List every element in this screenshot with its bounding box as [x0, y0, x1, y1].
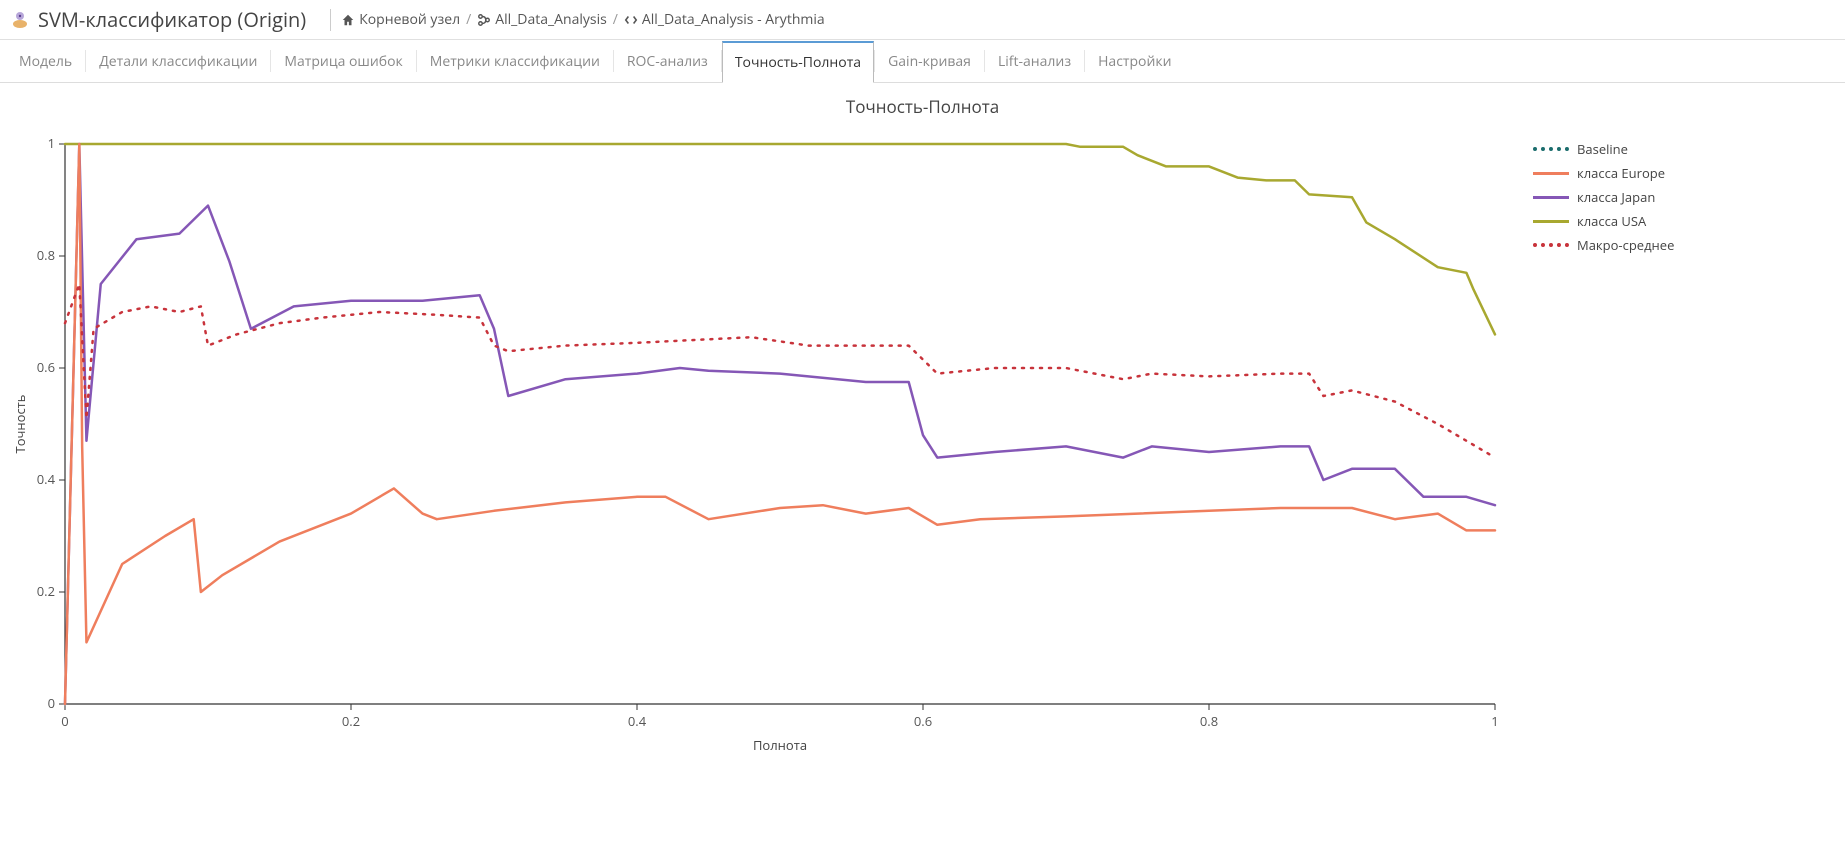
legend-swatch: [1533, 196, 1569, 199]
tab-lift-анализ[interactable]: Lift-анализ: [985, 41, 1084, 83]
chart-title: Точность-Полнота: [10, 95, 1835, 118]
code-icon: [624, 13, 638, 27]
breadcrumb: Корневой узел / All_Data_Analysis / All_…: [341, 10, 825, 29]
legend-item[interactable]: класса USA: [1533, 212, 1674, 230]
tab-модель[interactable]: Модель: [6, 41, 85, 83]
precision-recall-chart: 0 0.2 0.4 0.6 0.8 1 0 0.2 0.4 0.6 0.8 1 Полнота Точно…: [10, 124, 1515, 764]
svg-text:Полнота: Полнота: [753, 736, 807, 754]
legend-item[interactable]: Baseline: [1533, 140, 1674, 158]
tab-gain-кривая[interactable]: Gain-кривая: [875, 41, 984, 83]
chart-panel: Точность-Полнота 0 0.2 0.4 0.6 0.8 1 0 0.2 0.4 0.…: [0, 83, 1845, 774]
chart-legend: Baseline класса Europe класса Japan класса …: [1515, 124, 1674, 260]
legend-swatch: [1533, 243, 1569, 247]
header-divider: [330, 9, 331, 31]
breadcrumb-current[interactable]: All_Data_Analysis - Arythmia: [624, 10, 825, 29]
legend-swatch: [1533, 172, 1569, 175]
header-bar: SVM-классификатор (Origin) Корневой узел…: [0, 0, 1845, 40]
legend-label: класса USA: [1577, 212, 1646, 230]
legend-item[interactable]: Макро-среднее: [1533, 236, 1674, 254]
svg-text:1: 1: [1491, 712, 1498, 730]
tab-roc-анализ[interactable]: ROC-анализ: [614, 41, 721, 83]
svg-text:1: 1: [48, 134, 55, 152]
svg-text:0.4: 0.4: [628, 712, 647, 730]
series-класса-Europe: [65, 144, 1495, 704]
legend-item[interactable]: класса Japan: [1533, 188, 1674, 206]
svg-text:0.8: 0.8: [37, 246, 55, 264]
tab-bar: МодельДетали классификацииМатрица ошибок…: [0, 40, 1845, 83]
legend-label: Макро-среднее: [1577, 236, 1674, 254]
branch-icon: [477, 13, 491, 27]
breadcrumb-label: Корневой узел: [359, 10, 460, 29]
app-icon: [10, 10, 30, 30]
breadcrumb-sep: /: [466, 10, 471, 29]
svg-text:0.2: 0.2: [342, 712, 360, 730]
breadcrumb-label: All_Data_Analysis: [495, 10, 607, 29]
tab-настройки[interactable]: Настройки: [1085, 41, 1184, 83]
series-класса-USA: [65, 144, 1495, 334]
breadcrumb-label: All_Data_Analysis - Arythmia: [642, 10, 825, 29]
breadcrumb-sep: /: [613, 10, 618, 29]
legend-label: класса Japan: [1577, 188, 1655, 206]
tab-метрики-классификации[interactable]: Метрики классификации: [417, 41, 613, 83]
svg-text:0.6: 0.6: [37, 358, 55, 376]
legend-label: Baseline: [1577, 140, 1628, 158]
home-icon: [341, 13, 355, 27]
series-класса-Japan: [65, 144, 1495, 704]
legend-swatch: [1533, 220, 1569, 223]
tab-детали-классификации[interactable]: Детали классификации: [86, 41, 270, 83]
svg-text:Точность: Точность: [11, 395, 29, 454]
svg-text:0.4: 0.4: [37, 470, 56, 488]
app-title: SVM-классификатор (Origin): [38, 6, 306, 33]
legend-label: класса Europe: [1577, 164, 1665, 182]
breadcrumb-root[interactable]: Корневой узел: [341, 10, 460, 29]
series-Макро-среднее: [65, 284, 1495, 458]
legend-item[interactable]: класса Europe: [1533, 164, 1674, 182]
svg-text:0.2: 0.2: [37, 582, 55, 600]
svg-text:0.8: 0.8: [1200, 712, 1218, 730]
legend-swatch: [1533, 147, 1569, 151]
tab-матрица-ошибок[interactable]: Матрица ошибок: [271, 41, 415, 83]
svg-text:0: 0: [48, 694, 55, 712]
tab-точность-полнота[interactable]: Точность-Полнота: [722, 41, 874, 83]
breadcrumb-analysis[interactable]: All_Data_Analysis: [477, 10, 607, 29]
svg-text:0.6: 0.6: [914, 712, 932, 730]
svg-text:0: 0: [61, 712, 68, 730]
